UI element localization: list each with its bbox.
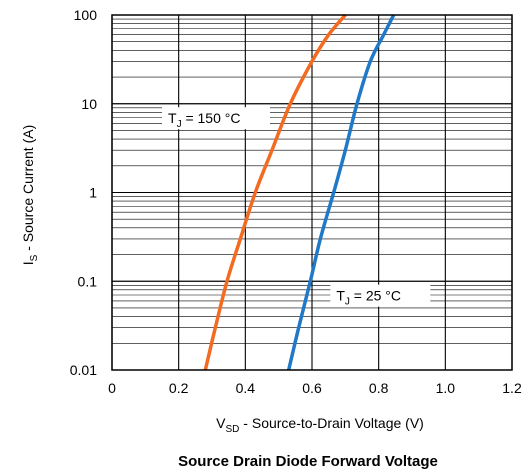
grid	[111, 14, 513, 371]
annotation-box	[330, 284, 431, 307]
annotation-box	[162, 107, 270, 130]
x-tick-label: 0	[108, 380, 116, 396]
x-tick-label: 0.2	[169, 380, 189, 396]
annotation-label: TJ = 150 °C	[168, 110, 240, 130]
x-tick-label: 0.8	[369, 380, 389, 396]
annotations: TJ = 150 °C TJ = 25 °C	[162, 107, 431, 308]
x-tick-label: 1.2	[502, 380, 522, 396]
series-line-25c	[286, 14, 396, 371]
x-tick-label: 0.6	[302, 380, 322, 396]
annotation-label: TJ = 25 °C	[336, 288, 401, 308]
x-tick-label: 1.0	[436, 380, 456, 396]
x-axis-label: VSD - Source-to-Drain Voltage (V)	[216, 415, 424, 435]
annotation-tj-150: TJ = 150 °C	[162, 107, 270, 130]
chart-title: Source Drain Diode Forward Voltage	[178, 453, 438, 470]
plot-frame	[111, 14, 513, 371]
y-tick-label: 1	[89, 185, 97, 201]
y-tick-label: 100	[74, 7, 98, 23]
series-line-150c	[203, 13, 347, 371]
y-tick-label: 0.01	[70, 362, 97, 378]
annotation-tj-25: TJ = 25 °C	[330, 284, 431, 308]
y-axis-label: IS - Source Current (A)	[20, 125, 40, 266]
x-tick-label: 0.4	[236, 380, 256, 396]
y-tick-label: 0.1	[78, 273, 98, 289]
y-tick-label: 10	[81, 96, 97, 112]
series-layer	[203, 13, 396, 371]
tick-labels: 0 0.2 0.4 0.6 0.8 1.0 1.2 0.01 0.1 1 10 100	[70, 7, 522, 396]
